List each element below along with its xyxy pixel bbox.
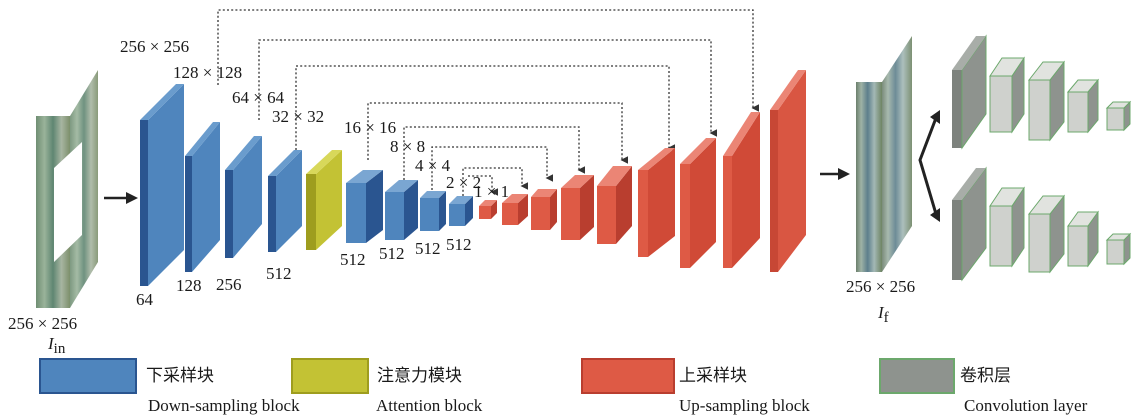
- channel-label: 512: [266, 264, 292, 283]
- legend-swatch: [291, 358, 369, 394]
- legend-swatch: [39, 358, 137, 394]
- up-block-3: [531, 189, 557, 230]
- input-arrow: [104, 192, 138, 204]
- input-image: [36, 70, 98, 308]
- down-block-4: [268, 150, 302, 252]
- up-block-6: [638, 148, 675, 257]
- conv-branch-top: [952, 34, 1132, 150]
- conv-branch-bottom: [952, 166, 1132, 282]
- conv-layer: [1027, 194, 1066, 274]
- conv-layer: [1067, 210, 1099, 268]
- up-block-7: [680, 138, 716, 268]
- conv-layer: [989, 56, 1025, 134]
- input-mask-hole: [54, 142, 82, 262]
- attention-block: [306, 150, 342, 250]
- down-block-5: [346, 170, 383, 243]
- legend-swatch: [879, 358, 955, 394]
- size-label: 256 × 256: [120, 37, 189, 56]
- skip-connections: [217, 9, 760, 196]
- conv-layer: [1027, 60, 1066, 142]
- size-label: 128 × 128: [173, 63, 242, 82]
- skip-connection-2: [258, 39, 718, 137]
- encoder: [140, 84, 473, 286]
- size-label: 16 × 16: [344, 118, 396, 137]
- decoder: [479, 70, 806, 272]
- output-name: If: [877, 303, 889, 326]
- encoder-size-labels: 256 × 256 128 × 128 64 × 64 32 × 32 16 ×…: [120, 37, 509, 201]
- channel-label: 512: [415, 239, 441, 258]
- down-block-3: [225, 136, 262, 258]
- up-block-8: [723, 112, 760, 268]
- conv-layer: [989, 186, 1025, 268]
- up-block-4: [561, 175, 594, 240]
- size-label: 1 × 1: [474, 182, 509, 201]
- input-size-label: 256 × 256: [8, 314, 77, 333]
- down-block-6: [385, 180, 418, 240]
- size-label: 4 × 4: [415, 156, 451, 175]
- skip-connection-1: [217, 9, 760, 112]
- up-block-9: [770, 70, 806, 272]
- up-block-5: [597, 166, 632, 244]
- down-block-2: [185, 122, 220, 272]
- skip-connection-6: [431, 146, 554, 190]
- legend-label-en: Down-sampling block: [148, 396, 300, 415]
- legend-label-en: Attention block: [376, 396, 483, 415]
- split-arrows: [918, 110, 940, 222]
- input-labels: 256 × 256 Iin: [8, 314, 77, 357]
- legend-item-down-sampling: 下采样块 Down-sampling block: [39, 358, 300, 415]
- up-block-1: [479, 200, 497, 219]
- conv-layer: [1066, 78, 1100, 134]
- skip-connection-3: [295, 65, 676, 152]
- down-block-1: [140, 84, 184, 286]
- up-block-2: [502, 194, 528, 225]
- output-labels: 256 × 256 If: [846, 277, 915, 326]
- down-block-8: [449, 196, 473, 226]
- legend-swatch: [581, 358, 675, 394]
- output-arrow: [820, 168, 850, 180]
- legend-label-zh: 上采样块: [679, 366, 747, 386]
- conv-layer: [952, 34, 987, 150]
- conv-layer: [1105, 232, 1132, 266]
- legend-label-zh: 注意力模块: [377, 366, 462, 386]
- encoder-channel-labels: 64 128 256 512 512 512 512 512: [136, 235, 472, 309]
- skip-connection-5: [403, 126, 586, 180]
- legend-label-en: Convolution layer: [964, 396, 1088, 415]
- legend-item-up-sampling: 上采样块 Up-sampling block: [581, 358, 810, 415]
- conv-layer: [1105, 100, 1132, 132]
- legend-label-en: Up-sampling block: [679, 396, 810, 415]
- legend-label-zh: 卷积层: [960, 366, 1011, 386]
- output-size-label: 256 × 256: [846, 277, 915, 296]
- size-label: 32 × 32: [272, 107, 324, 126]
- down-block-7: [420, 191, 446, 231]
- output-image: [856, 36, 912, 272]
- channel-label: 256: [216, 275, 242, 294]
- legend-item-convolution: 卷积层 Convolution layer: [879, 358, 1088, 415]
- channel-label: 512: [446, 235, 472, 254]
- skip-connection-7: [462, 167, 529, 196]
- channel-label: 64: [136, 290, 154, 309]
- conv-layer: [952, 166, 987, 282]
- legend-item-attention: 注意力模块 Attention block: [291, 358, 483, 415]
- channel-label: 512: [379, 244, 405, 263]
- size-label: 2 × 2: [446, 173, 481, 192]
- size-label: 64 × 64: [232, 88, 285, 107]
- input-name: Iin: [47, 334, 66, 357]
- legend-label-zh: 下采样块: [146, 366, 214, 386]
- channel-label: 512: [340, 250, 366, 269]
- size-label: 8 × 8: [390, 137, 425, 156]
- skip-connection-8: [468, 175, 499, 196]
- channel-label: 128: [176, 276, 202, 295]
- legend: 下采样块 Down-sampling block 注意力模块 Attention…: [39, 358, 1088, 415]
